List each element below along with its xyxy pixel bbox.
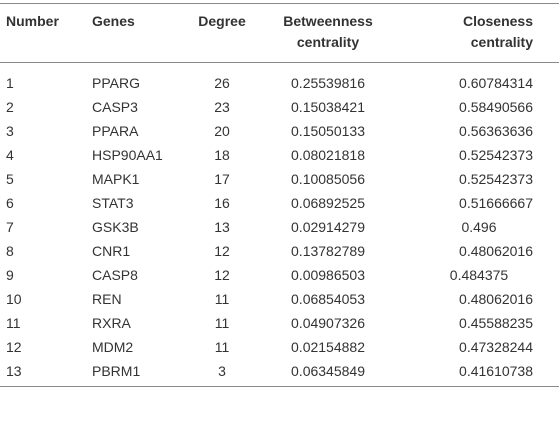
cell-closeness: 0.484375	[449, 267, 509, 283]
cell-number: 11	[6, 315, 21, 331]
cell-betweenness: 0.15050133	[291, 123, 365, 139]
table-row: 11 RXRA 11 0.04907326 0.45588235	[0, 311, 559, 335]
cell-gene: PBRM1	[92, 359, 187, 387]
cell-gene: PPARA	[92, 123, 139, 139]
cell-number: 10	[6, 291, 22, 307]
cell-betweenness: 0.04907326	[291, 315, 365, 331]
table-row: 5 MAPK1 17 0.10085056 0.52542373	[0, 167, 559, 191]
cell-gene: STAT3	[92, 195, 134, 211]
cell-number: 8	[6, 243, 14, 259]
cell-closeness: 0.52542373	[459, 147, 533, 163]
cell-number: 13	[0, 359, 92, 387]
cell-gene: MDM2	[92, 339, 134, 355]
cell-gene: CASP3	[92, 99, 138, 115]
cell-betweenness: 0.02914279	[291, 219, 365, 235]
cell-degree: 13	[214, 219, 230, 235]
header-closeness-line-2: centrality	[470, 34, 533, 50]
cell-degree: 12	[214, 267, 230, 283]
cell-betweenness: 0.06892525	[291, 195, 365, 211]
cell-gene: CASP8	[92, 267, 138, 283]
cell-degree: 23	[214, 99, 230, 115]
cell-gene: CNR1	[92, 243, 131, 259]
header-closeness-line-1: Closeness	[462, 13, 533, 29]
cell-degree: 12	[214, 243, 230, 259]
cell-number: 9	[6, 267, 14, 283]
table-row: 1 PPARG 26 0.25539816 0.60784314	[0, 63, 559, 96]
cell-degree: 17	[214, 171, 230, 187]
cell-degree: 11	[214, 291, 230, 307]
cell-gene: HSP90AA1	[92, 147, 163, 163]
header-number: Number	[0, 3, 92, 63]
cell-degree: 3	[187, 359, 257, 387]
cell-closeness: 0.60784314	[459, 75, 533, 91]
cell-gene: PPARG	[92, 75, 140, 91]
table-row: 7 GSK3B 13 0.02914279 0.496	[0, 215, 559, 239]
header-betweenness-line-1: Betweenness	[283, 13, 373, 29]
header-row: Number Genes Degree Betweenness centrali…	[0, 3, 559, 63]
cell-degree: 18	[214, 147, 230, 163]
table-row: 9 CASP8 12 0.00986503 0.484375	[0, 263, 559, 287]
cell-closeness: 0.56363636	[459, 123, 533, 139]
cell-number: 7	[6, 219, 14, 235]
cell-gene: REN	[92, 291, 122, 307]
cell-betweenness: 0.13782789	[291, 243, 365, 259]
header-betweenness-line-2: centrality	[296, 34, 360, 50]
header-degree: Degree	[187, 3, 257, 63]
cell-number: 5	[6, 171, 14, 187]
cell-closeness: 0.45588235	[459, 315, 533, 331]
cell-number: 1	[6, 75, 14, 91]
table-row: 4 HSP90AA1 18 0.08021818 0.52542373	[0, 143, 559, 167]
cell-betweenness: 0.15038421	[291, 99, 365, 115]
cell-number: 2	[6, 99, 14, 115]
cell-betweenness: 0.10085056	[291, 171, 365, 187]
cell-closeness: 0.51666667	[459, 195, 533, 211]
cell-closeness: 0.48062016	[459, 291, 533, 307]
header-betweenness-centrality: Betweenness centrality	[257, 3, 399, 63]
cell-betweenness: 0.06345849	[257, 359, 399, 387]
table-row: 2 CASP3 23 0.15038421 0.58490566	[0, 95, 559, 119]
cell-closeness: 0.48062016	[459, 243, 533, 259]
cell-betweenness: 0.08021818	[291, 147, 365, 163]
table-row: 8 CNR1 12 0.13782789 0.48062016	[0, 239, 559, 263]
cell-number: 3	[6, 123, 14, 139]
cell-gene: RXRA	[92, 315, 131, 331]
header-genes: Genes	[92, 3, 187, 63]
table-row: 6 STAT3 16 0.06892525 0.51666667	[0, 191, 559, 215]
cell-betweenness: 0.00986503	[291, 267, 365, 283]
gene-centrality-table: Number Genes Degree Betweenness centrali…	[0, 3, 559, 387]
header-closeness-centrality: Closeness centrality	[399, 3, 559, 63]
cell-closeness: 0.496	[461, 219, 497, 235]
cell-betweenness: 0.02154882	[291, 339, 365, 355]
cell-gene: GSK3B	[92, 219, 139, 235]
cell-betweenness: 0.25539816	[291, 75, 365, 91]
cell-number: 6	[6, 195, 14, 211]
cell-closeness: 0.52542373	[459, 171, 533, 187]
cell-closeness: 0.41610738	[399, 359, 559, 387]
cell-degree: 20	[214, 123, 230, 139]
cell-closeness: 0.58490566	[459, 99, 533, 115]
table-row: 13 PBRM1 3 0.06345849 0.41610738	[0, 359, 559, 387]
cell-number: 4	[6, 147, 14, 163]
cell-degree: 11	[214, 315, 230, 331]
table-row: 12 MDM2 11 0.02154882 0.47328244	[0, 335, 559, 359]
table-row: 10 REN 11 0.06854053 0.48062016	[0, 287, 559, 311]
table-header: Number Genes Degree Betweenness centrali…	[0, 3, 559, 63]
cell-number: 12	[6, 339, 22, 355]
cell-degree: 16	[214, 195, 230, 211]
table-row: 3 PPARA 20 0.15050133 0.56363636	[0, 119, 559, 143]
table-body: 1 PPARG 26 0.25539816 0.60784314 2 CASP3 23 0.15…	[0, 63, 559, 387]
cell-closeness: 0.47328244	[459, 339, 533, 355]
cell-betweenness: 0.06854053	[291, 291, 365, 307]
cell-gene: MAPK1	[92, 171, 140, 187]
cell-degree: 11	[214, 339, 230, 355]
cell-degree: 26	[214, 75, 230, 91]
